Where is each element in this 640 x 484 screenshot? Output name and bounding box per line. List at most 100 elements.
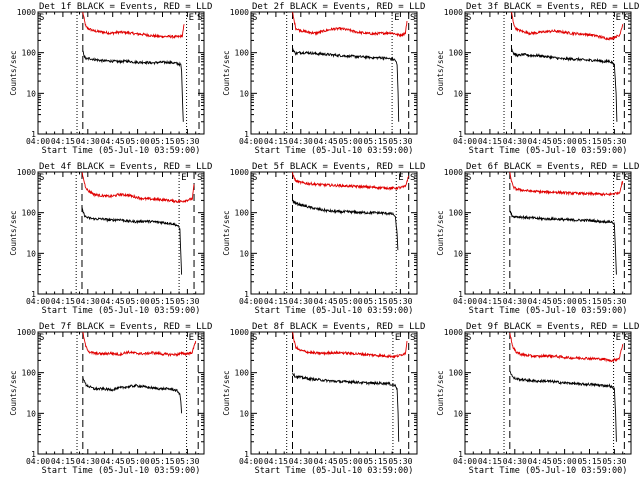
series-line-lld [292,12,408,38]
x-tick-label: 04:00 [453,137,477,146]
y-tick-label: 1 [244,130,249,139]
edge-marker-right: S [197,173,202,183]
y-tick-label: 1 [458,130,463,139]
x-tick-label: 04:45 [101,457,125,466]
x-axis-label: Start Time (05-Jul-10 03:59:00) [42,146,201,156]
plot-frame [464,11,632,135]
edge-marker-right: S [410,173,415,183]
y-tick-label: 1000 [17,168,36,177]
edge-marker-mid: E [395,333,400,343]
x-tick-label: 04:15 [51,457,75,466]
x-axis-label: Start Time (05-Jul-10 03:59:00) [469,306,628,316]
series-line-lld [81,172,195,204]
x-tick-label: 05:00 [339,457,363,466]
series-line-lld [292,332,408,359]
panel-title: Det 3f BLACK = Events, RED = LLD [466,2,639,12]
x-tick-label: 04:45 [101,137,125,146]
y-tick-label: 1 [244,290,249,299]
edge-marker-mid: E [616,173,621,183]
x-tick-label: 04:15 [264,457,288,466]
panel-title: Det 6f BLACK = Events, RED = LLD [466,162,639,172]
y-tick-label: 1000 [444,328,463,337]
edge-marker-right: S [624,13,629,23]
series-line-events [511,48,618,122]
y-tick-label: 10 [239,409,249,418]
edge-marker-left: S [252,13,257,23]
x-axis-label: Start Time (05-Jul-10 03:59:00) [469,146,628,156]
y-tick-label: 1 [244,450,249,459]
y-tick-label: 1000 [230,168,249,177]
y-tick-label: 1 [31,130,36,139]
edge-marker-left: S [39,333,44,343]
x-tick-label: 05:15 [363,457,387,466]
edge-marker-left: S [39,13,44,23]
y-axis-label: Counts/sec [436,370,445,415]
x-tick-label: 04:30 [503,137,527,146]
series-line-events [292,47,400,122]
y-tick-label: 1 [458,450,463,459]
x-tick-label: 05:15 [577,137,601,146]
y-tick-label: 1000 [17,328,36,337]
x-tick-label: 04:30 [76,297,100,306]
y-axis-label: Counts/sec [9,50,18,95]
y-tick-label: 100 [449,49,464,58]
series-line-lld [511,12,624,41]
y-tick-label: 100 [22,209,37,218]
x-tick-label: 04:30 [76,457,100,466]
x-tick-label: 04:45 [528,297,552,306]
edge-marker-mid: E [181,173,186,183]
y-axis-label: Counts/sec [222,210,231,255]
y-tick-label: 1 [31,450,36,459]
x-tick-label: 04:00 [453,457,477,466]
y-axis-label: Counts/sec [222,50,231,95]
series-line-events [82,376,183,414]
series-line-lld [82,332,197,357]
y-axis-label: Counts/sec [9,210,18,255]
x-tick-label: 05:30 [388,137,412,146]
y-tick-label: 10 [239,249,249,258]
y-tick-label: 10 [26,249,36,258]
x-tick-label: 04:15 [51,297,75,306]
panel-title: Det 2f BLACK = Events, RED = LLD [252,2,425,12]
x-tick-label: 05:30 [388,457,412,466]
series-line-lld [509,332,624,363]
panel-title: Det 5f BLACK = Events, RED = LLD [252,162,425,172]
y-tick-label: 1000 [230,8,249,17]
y-tick-label: 10 [453,409,463,418]
x-tick-label: 04:15 [478,297,502,306]
y-axis-label: Counts/sec [222,370,231,415]
series-line-events [82,50,184,122]
edge-marker-left: S [252,173,257,183]
x-tick-label: 05:00 [339,137,363,146]
edge-marker-mid: E [616,333,621,343]
x-tick-label: 05:00 [126,137,150,146]
y-tick-label: 100 [235,49,250,58]
x-tick-label: 05:15 [577,297,601,306]
x-tick-label: 04:30 [289,457,313,466]
series-line-lld [82,12,185,40]
x-tick-label: 04:00 [26,137,50,146]
x-tick-label: 04:15 [478,137,502,146]
y-tick-label: 10 [26,409,36,418]
x-axis-label: Start Time (05-Jul-10 03:59:00) [255,466,414,476]
x-tick-label: 04:45 [528,137,552,146]
x-tick-label: 04:15 [478,457,502,466]
edge-marker-mid: E [189,333,194,343]
y-tick-label: 10 [453,89,463,98]
x-tick-label: 05:30 [602,457,626,466]
x-tick-label: 04:45 [314,137,338,146]
plot-frame [250,171,418,295]
edge-marker-left: S [39,173,44,183]
x-tick-label: 05:30 [388,297,412,306]
y-tick-label: 1000 [444,168,463,177]
panel-title: Det 8f BLACK = Events, RED = LLD [252,322,425,332]
x-tick-label: 04:30 [289,297,313,306]
y-tick-label: 100 [235,369,250,378]
y-tick-label: 1000 [17,8,36,17]
